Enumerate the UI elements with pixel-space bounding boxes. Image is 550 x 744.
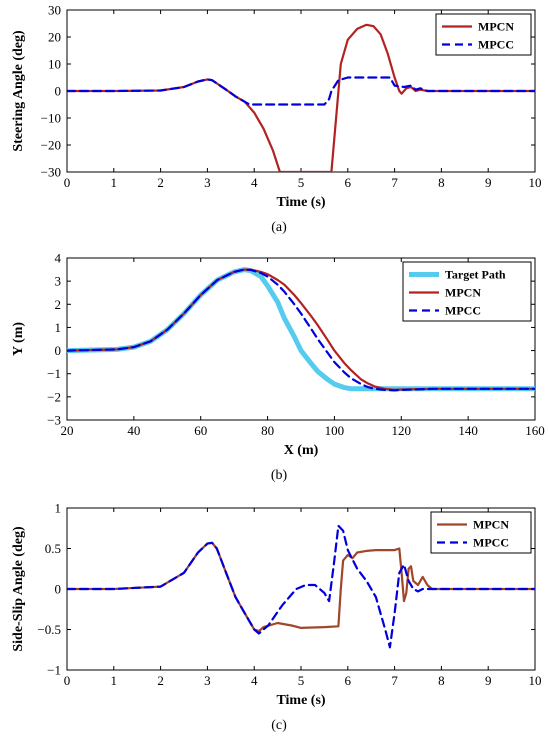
y-tick-label: −2 (47, 389, 61, 404)
legend: MPCN MPCC (430, 511, 532, 554)
x-tick-label: 3 (204, 175, 211, 190)
y-axis-label: Steering Angle (deg) (11, 30, 26, 152)
y-tick-label: 20 (48, 30, 61, 45)
x-tick-label: 100 (325, 423, 345, 438)
series-group (67, 23, 535, 172)
legend: Target Path MPCN MPCC (402, 261, 532, 322)
x-tick-label: 8 (438, 673, 445, 688)
legend-box (435, 13, 532, 56)
x-tick-label: 1 (111, 175, 118, 190)
x-tick-label: 120 (392, 423, 412, 438)
panel-caption: (c) (271, 718, 287, 733)
y-tick-label: −0.5 (37, 622, 61, 637)
legend-label: MPCC (445, 304, 481, 318)
x-tick-label: 80 (261, 423, 274, 438)
legend: MPCN MPCC (435, 13, 532, 56)
legend-label: MPCC (473, 536, 509, 550)
x-tick-label: 6 (345, 673, 352, 688)
y-tick-label: 1 (55, 320, 62, 335)
y-tick-label: 2 (55, 297, 62, 312)
x-tick-label: 160 (525, 423, 545, 438)
y-tick-label: 1 (55, 501, 62, 516)
legend-label: MPCC (478, 38, 514, 52)
panel-caption: (b) (271, 468, 288, 483)
y-tick-label: 0.5 (45, 541, 61, 556)
x-tick-label: 4 (251, 673, 258, 688)
y-tick-label: 0 (55, 582, 62, 597)
chart-panel-3: 0 1 2 3 4 5 6 7 8 9 10 −1 −0.5 0 0.5 1 Time (s) Side-Slip… (11, 501, 542, 734)
y-tick-label: 3 (55, 274, 62, 289)
chart-panel-2: 20 40 60 80 100 120 140 160 −3 −2 −1 0 1 2 3 4 X (m) Y (m… (11, 251, 545, 484)
chart-panel-1: 0 1 2 3 4 5 6 7 8 9 10 −30 −20 −10 0 10 20 30 Time (s) Stee… (11, 3, 542, 236)
x-tick-label: 10 (529, 175, 542, 190)
x-tick-label: 5 (298, 673, 305, 688)
x-axis-label: X (m) (284, 443, 319, 458)
x-axis-label: Time (s) (276, 693, 325, 708)
series-line-mpcc (67, 524, 535, 649)
y-tick-label: −20 (41, 138, 61, 153)
x-tick-label: 140 (458, 423, 478, 438)
x-tick-label: 3 (204, 673, 211, 688)
y-tick-label: 4 (55, 251, 62, 266)
x-tick-label: 1 (111, 673, 118, 688)
legend-label: MPCN (445, 286, 481, 300)
legend-label: MPCN (473, 518, 509, 532)
y-tick-label: 10 (48, 57, 61, 72)
x-tick-label: 4 (251, 175, 258, 190)
x-axis-label: Time (s) (276, 195, 325, 210)
legend-label: Target Path (445, 268, 506, 282)
series-line-mpcc (67, 268, 535, 392)
y-tick-label: −10 (41, 111, 61, 126)
y-tick-label: −3 (47, 413, 61, 428)
plot-area (66, 257, 536, 421)
x-tick-label: 2 (157, 175, 164, 190)
x-tick-label: 9 (485, 175, 492, 190)
y-tick-label: 0 (55, 343, 62, 358)
x-tick-label: 7 (391, 673, 398, 688)
x-tick-label: 5 (298, 175, 305, 190)
y-tick-label: −1 (47, 366, 61, 381)
series-group (67, 267, 535, 392)
x-tick-label: 40 (127, 423, 140, 438)
x-tick-label: 0 (64, 673, 71, 688)
y-tick-label: 0 (55, 84, 62, 99)
x-tick-label: 10 (529, 673, 542, 688)
x-tick-label: 9 (485, 673, 492, 688)
series-line-mpcc (67, 76, 535, 106)
x-tick-label: 7 (391, 175, 398, 190)
x-tick-label: 0 (64, 175, 71, 190)
x-tick-label: 2 (157, 673, 164, 688)
y-axis-label: Y (m) (11, 322, 26, 356)
y-tick-label: −30 (41, 165, 61, 180)
y-axis-label: Side-Slip Angle (deg) (11, 526, 26, 652)
legend-label: MPCN (478, 20, 514, 34)
x-tick-label: 8 (438, 175, 445, 190)
series-group (67, 524, 535, 649)
x-tick-label: 6 (345, 175, 352, 190)
x-tick-label: 60 (194, 423, 207, 438)
y-tick-label: −1 (47, 663, 61, 678)
x-tick-label: 20 (61, 423, 74, 438)
legend-box (430, 511, 532, 554)
y-tick-label: 30 (48, 3, 61, 18)
panel-caption: (a) (271, 220, 287, 235)
